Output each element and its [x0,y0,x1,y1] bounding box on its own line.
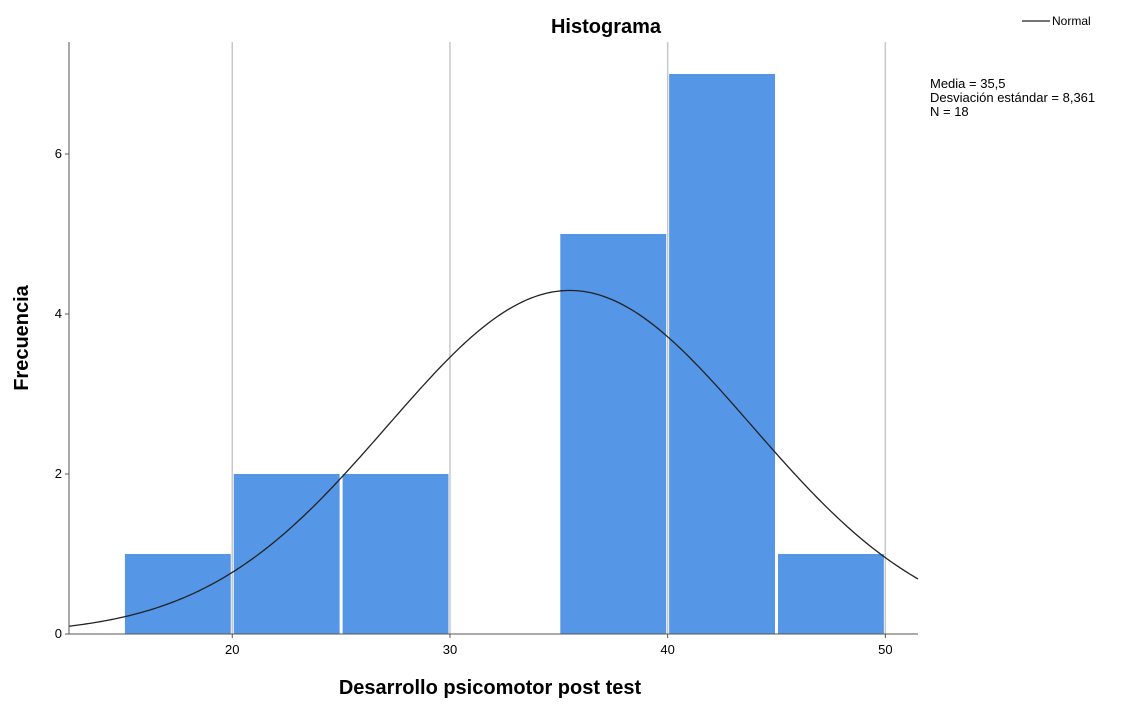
y-tick-label-2: 2 [55,466,62,481]
y-tick-label-0: 0 [55,626,62,641]
bar-20-25 [233,474,340,634]
grid-lines [231,42,887,634]
y-tick-label-4: 4 [55,306,62,321]
stats-mean: Media = 35,5 [930,76,1006,91]
stats-box: Media = 35,5 Desviación estándar = 8,361… [930,77,1095,119]
y-axis-label: Frecuencia [11,284,33,390]
x-tick-label-20: 20 [225,642,239,657]
normal-curve [68,289,919,627]
bar-45-50 [778,554,884,634]
legend: Normal [1022,14,1091,28]
histogram-bars [124,74,884,634]
x-tick-labels: 20 30 40 50 [225,634,893,657]
x-tick-label-50: 50 [878,642,892,657]
bar-25-30 [342,474,449,634]
legend-label-normal: Normal [1052,14,1091,28]
bar-15-20 [124,554,231,634]
bar-40-45 [669,74,775,634]
x-axis-label: Desarrollo psicomotor post test [339,677,642,699]
stats-n: N = 18 [930,104,969,119]
x-tick-label-40: 40 [660,642,674,657]
bar-35-40 [560,234,667,634]
x-tick-label-30: 30 [443,642,457,657]
chart-title: Histograma [551,16,662,38]
y-tick-labels: 0 2 4 6 [55,146,69,641]
y-tick-label-6: 6 [55,146,62,161]
stats-sd: Desviación estándar = 8,361 [930,90,1096,105]
